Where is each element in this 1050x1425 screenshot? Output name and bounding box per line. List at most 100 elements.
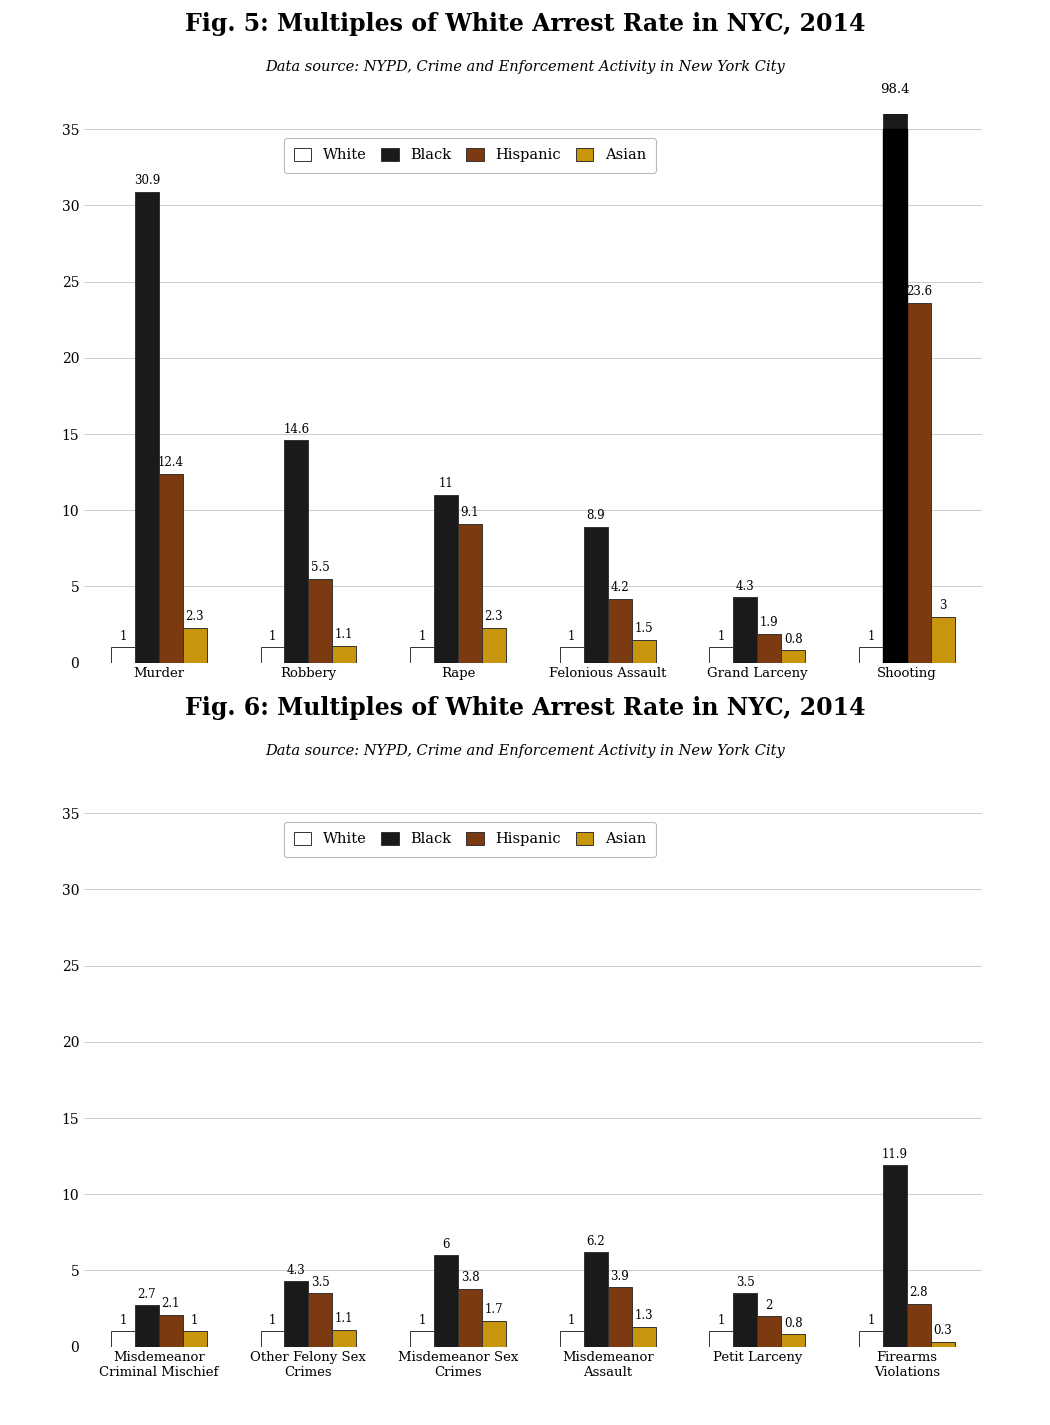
Text: 1: 1 <box>718 1314 726 1327</box>
Bar <box>134 192 159 663</box>
Bar <box>781 1334 805 1347</box>
Text: 1.3: 1.3 <box>634 1310 653 1322</box>
Bar <box>434 494 458 663</box>
Text: Data source: NYPD, Crime and Enforcement Activity in New York City: Data source: NYPD, Crime and Enforcement… <box>265 60 785 74</box>
Bar <box>584 527 608 663</box>
Text: 11: 11 <box>439 477 454 490</box>
Bar <box>560 647 584 663</box>
Bar <box>883 1166 907 1347</box>
Bar <box>309 1294 333 1347</box>
Bar <box>632 1327 655 1347</box>
Text: 3.8: 3.8 <box>461 1271 480 1284</box>
Bar <box>458 1288 482 1347</box>
Text: Fig. 5: Multiples of White Arrest Rate in NYC, 2014: Fig. 5: Multiples of White Arrest Rate i… <box>185 11 865 36</box>
Text: 2.3: 2.3 <box>186 610 204 623</box>
Bar <box>757 634 781 663</box>
Bar <box>159 473 183 663</box>
Text: 98.4: 98.4 <box>880 83 909 95</box>
Bar <box>111 1331 134 1347</box>
Bar <box>931 1342 954 1347</box>
Text: 0.8: 0.8 <box>784 1317 802 1330</box>
Text: 14.6: 14.6 <box>284 423 310 436</box>
Text: 0.3: 0.3 <box>933 1324 952 1338</box>
Bar <box>183 627 207 663</box>
Bar <box>608 1287 632 1347</box>
Bar <box>134 1305 159 1347</box>
Text: 2.7: 2.7 <box>138 1288 156 1301</box>
Text: 1: 1 <box>867 1314 875 1327</box>
Bar <box>333 1330 356 1347</box>
Text: 1: 1 <box>191 1314 198 1327</box>
Text: Data source: NYPD, Crime and Enforcement Activity in New York City: Data source: NYPD, Crime and Enforcement… <box>265 744 785 758</box>
Text: Fig. 6: Multiples of White Arrest Rate in NYC, 2014: Fig. 6: Multiples of White Arrest Rate i… <box>185 695 865 720</box>
Bar <box>757 1317 781 1347</box>
Bar <box>482 627 506 663</box>
Text: 1: 1 <box>867 630 875 643</box>
Text: 6: 6 <box>442 1238 449 1251</box>
Bar <box>482 1321 506 1347</box>
Text: 6.2: 6.2 <box>586 1234 605 1247</box>
Bar <box>608 598 632 663</box>
Bar <box>632 640 655 663</box>
Text: 2.1: 2.1 <box>162 1297 180 1310</box>
Bar <box>859 1331 883 1347</box>
Text: 3.9: 3.9 <box>610 1270 629 1282</box>
Bar <box>733 1294 757 1347</box>
Bar <box>260 1331 285 1347</box>
Bar <box>907 1304 931 1347</box>
Text: 1: 1 <box>568 630 575 643</box>
Bar <box>285 1281 309 1347</box>
Text: 1: 1 <box>269 630 276 643</box>
Text: 2.8: 2.8 <box>909 1287 928 1300</box>
Text: 1: 1 <box>718 630 726 643</box>
Bar <box>183 1331 207 1347</box>
Bar <box>411 647 434 663</box>
Text: 2: 2 <box>765 1298 773 1311</box>
Text: 1.7: 1.7 <box>485 1302 503 1317</box>
Bar <box>859 647 883 663</box>
Bar <box>781 650 805 663</box>
Bar <box>907 304 931 663</box>
Bar <box>458 524 482 663</box>
Text: 9.1: 9.1 <box>461 506 480 519</box>
Legend: White, Black, Hispanic, Asian: White, Black, Hispanic, Asian <box>284 138 656 172</box>
Bar <box>560 1331 584 1347</box>
Bar <box>309 579 333 663</box>
Text: 12.4: 12.4 <box>158 456 184 469</box>
Bar <box>710 1331 733 1347</box>
Text: 5.5: 5.5 <box>311 561 330 574</box>
Text: 0.8: 0.8 <box>784 633 802 646</box>
Text: 1: 1 <box>568 1314 575 1327</box>
Bar <box>584 1253 608 1347</box>
Text: 23.6: 23.6 <box>906 285 932 298</box>
Text: 1: 1 <box>269 1314 276 1327</box>
Bar <box>883 130 907 663</box>
Text: 1: 1 <box>120 630 127 643</box>
Text: 3: 3 <box>939 600 947 613</box>
Bar <box>159 1315 183 1347</box>
Text: 1.1: 1.1 <box>335 628 354 641</box>
Text: 4.3: 4.3 <box>736 580 755 593</box>
Text: 30.9: 30.9 <box>133 174 160 187</box>
Bar <box>285 440 309 663</box>
Bar <box>111 647 134 663</box>
Bar <box>333 646 356 663</box>
Bar <box>434 1255 458 1347</box>
Bar <box>733 597 757 663</box>
Text: 8.9: 8.9 <box>586 509 605 523</box>
Text: 1.5: 1.5 <box>634 623 653 636</box>
Bar <box>883 0 907 663</box>
Text: 1: 1 <box>419 630 426 643</box>
Text: 1.1: 1.1 <box>335 1312 354 1325</box>
Legend: White, Black, Hispanic, Asian: White, Black, Hispanic, Asian <box>284 822 656 856</box>
Text: 3.5: 3.5 <box>736 1275 755 1288</box>
Bar <box>710 647 733 663</box>
Text: 1: 1 <box>419 1314 426 1327</box>
Bar <box>931 617 954 663</box>
Text: 4.3: 4.3 <box>287 1264 306 1277</box>
Text: 3.5: 3.5 <box>311 1275 330 1288</box>
Text: 1.9: 1.9 <box>760 616 779 628</box>
Bar <box>260 647 285 663</box>
Bar <box>411 1331 434 1347</box>
Text: 2.3: 2.3 <box>485 610 503 623</box>
